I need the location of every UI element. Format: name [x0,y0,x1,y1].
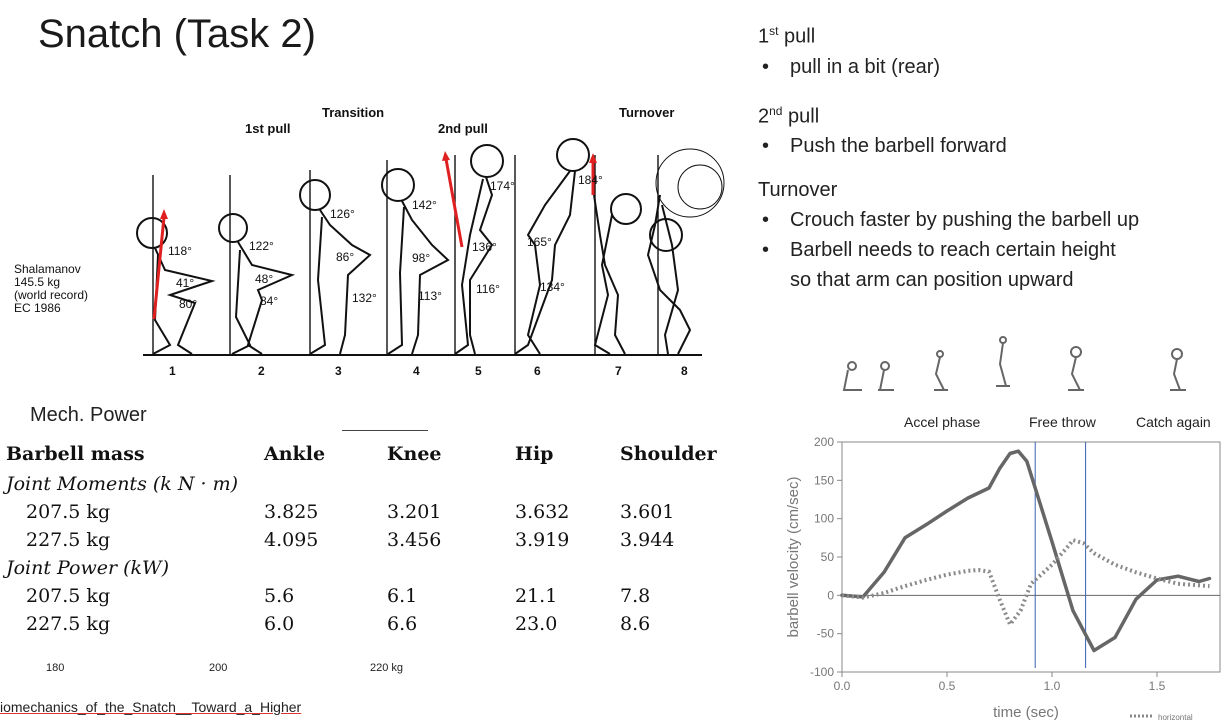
y-tick-label: -100 [810,665,834,679]
angle-label: 134° [540,280,565,294]
angle-label: 174° [490,179,515,193]
y-tick-label: 100 [814,512,834,526]
table-row: 227.5 kg 4.095 3.456 3.919 3.944 [26,529,675,551]
position-number: 1 [169,364,176,378]
angle-label: 80° [179,297,197,311]
col-header: Hip [515,443,554,465]
x-axis-label: time (sec) [993,704,1059,720]
chart-phase-label: Catch again [1136,414,1211,430]
athlete-pictograms [842,336,1186,391]
angle-label: 118° [168,244,192,258]
x-tick-label: 0.0 [834,679,851,693]
angle-label: 41° [176,276,194,290]
angle-label: 184° [578,173,603,187]
note-first-pull: 1st pull pull in a bit (rear) [758,16,1139,82]
series-line-vertical [840,449,1212,653]
pictogram [934,350,948,391]
subject-line: EC 1986 [14,301,61,315]
scale-tick: 220 kg [370,662,404,674]
angle-label: 116° [476,282,500,296]
angle-label: 165° [527,235,552,249]
subject-line: Shalamanov [14,262,81,276]
subject-line: (world record) [14,288,89,302]
note-heading: Turnover [758,179,838,202]
divider [342,430,428,431]
phase-label-turnover: Turnover [619,105,675,120]
scale-tick: 200 [209,662,228,674]
chart-phase-label: Accel phase [904,414,981,430]
scale-tick: 180 [46,662,65,674]
note-second-pull: 2nd pull Push the barbell forward [758,96,1139,162]
note-item: Push the barbell forward [758,131,1139,161]
series-line-horizontal [841,538,1210,627]
position-number: 2 [258,364,265,378]
position-number: 6 [534,364,541,378]
table-row: 227.5 kg 6.0 6.6 23.0 8.6 [26,613,651,635]
joint-power-table: Barbell mass Ankle Knee Hip Shoulder Joi… [6,438,730,638]
y-tick-label: -50 [817,627,835,641]
col-header: Ankle [264,443,326,465]
section-label: Joint Moments (k N · m) [6,473,238,495]
source-filename: iomechanics_of_the_Snatch__Toward_a_High… [0,699,302,715]
subject-line: 145.5 kg [14,275,61,289]
phase-label-transition: Transition [322,105,385,120]
angle-label: 48° [255,272,273,286]
notes-panel: 1st pull pull in a bit (rear) 2nd pull P… [758,16,1139,309]
y-tick-label: 150 [814,473,834,487]
angle-label: 136° [472,240,497,254]
section-label: Joint Power (kW) [6,557,169,579]
chart-phase-label: Free throw [1029,414,1096,430]
note-heading: 1st pull [758,24,816,48]
table-row: 207.5 kg 3.825 3.201 3.632 3.601 [26,501,675,523]
y-tick-label: 50 [821,550,835,564]
position-number: 8 [681,364,688,378]
position-number: 3 [335,364,342,378]
x-tick-label: 1.0 [1044,679,1061,693]
phase-label-first-pull: 1st pull [245,121,291,136]
subject-info: Shalamanov 145.5 kg (world record) EC 19… [14,263,88,315]
note-item: Barbell needs to reach certain heightso … [758,235,1139,295]
pictogram [878,361,894,391]
angle-label: 84° [260,294,278,308]
pictogram [842,361,862,391]
note-heading: 2nd pull [758,103,820,128]
angle-label: 126° [330,207,355,221]
angle-label: 86° [336,250,354,264]
table-row: 207.5 kg 5.6 6.1 21.1 7.8 [26,585,651,607]
pictogram [1170,348,1186,391]
col-header: Shoulder [620,443,717,465]
angle-label: 142° [412,198,437,212]
y-tick-label: 0 [827,588,834,602]
pictogram [1068,346,1084,391]
position-number: 5 [475,364,482,378]
y-tick-label: 200 [814,435,834,449]
note-item: Crouch faster by pushing the barbell up [758,205,1139,235]
snatch-sequence-diagram: 118° 41° 80° 122° 48° 84° 126° 86° 132° … [136,138,725,356]
mech-power-label: Mech. Power [30,404,147,426]
position-number: 7 [615,364,622,378]
slide-title: Snatch (Task 2) [38,12,316,56]
angle-label: 132° [352,291,377,305]
col-header: Barbell mass [6,443,145,465]
note-item: pull in a bit (rear) [758,52,1139,82]
y-axis-label: barbell velocity (cm/sec) [785,477,802,638]
phase-label-second-pull: 2nd pull [438,121,488,136]
angle-label: 122° [249,239,274,253]
legend-label: horizontal [1158,713,1193,720]
pictogram [996,336,1010,387]
angle-label: 113° [418,289,442,303]
note-turnover: Turnover Crouch faster by pushing the ba… [758,175,1139,295]
col-header: Knee [387,443,442,465]
x-tick-label: 0.5 [939,679,956,693]
position-number: 4 [413,364,420,378]
angle-label: 98° [412,251,430,265]
x-tick-label: 1.5 [1149,679,1166,693]
